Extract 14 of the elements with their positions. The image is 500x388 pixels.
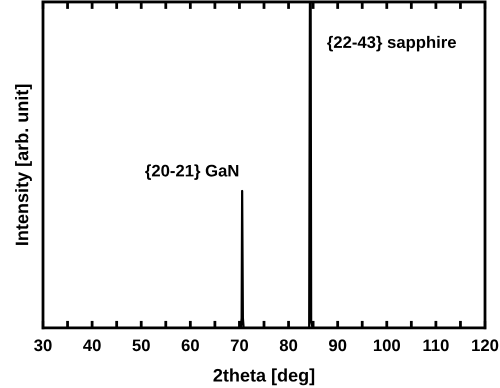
x-tick-label: 80 <box>280 339 298 352</box>
x-tick-label: 50 <box>132 339 150 352</box>
x-axis-title: 2theta [deg] <box>213 368 314 386</box>
x-tick-label: 60 <box>182 339 199 352</box>
x-tick-label: 40 <box>83 339 101 352</box>
x-tick-label: 100 <box>374 339 400 352</box>
y-axis-title: Intensity [arb. unit] <box>15 84 32 245</box>
x-tick-label: 120 <box>472 339 498 352</box>
x-tick-label: 70 <box>230 339 248 352</box>
x-tick-label: 30 <box>34 339 52 352</box>
x-tick-label: 90 <box>328 339 346 352</box>
annotation: {20-21} GaN <box>145 164 238 180</box>
annotation: {22-43} sapphire <box>327 36 456 52</box>
x-tick-label: 110 <box>423 339 449 352</box>
